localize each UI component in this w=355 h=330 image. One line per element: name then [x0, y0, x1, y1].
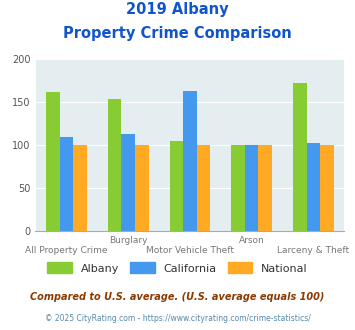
Text: Compared to U.S. average. (U.S. average equals 100): Compared to U.S. average. (U.S. average … [30, 292, 325, 302]
Bar [197, 145, 210, 231]
Bar [73, 145, 87, 231]
Bar [307, 143, 320, 231]
Bar [46, 92, 60, 231]
Text: 2019 Albany: 2019 Albany [126, 2, 229, 16]
Bar [170, 141, 183, 231]
Text: Burglary: Burglary [109, 236, 147, 245]
Text: © 2025 CityRating.com - https://www.cityrating.com/crime-statistics/: © 2025 CityRating.com - https://www.city… [45, 314, 310, 323]
Bar [121, 134, 135, 231]
Bar [293, 83, 307, 231]
Text: Larceny & Theft: Larceny & Theft [277, 246, 350, 255]
Bar [60, 137, 73, 231]
Text: Arson: Arson [239, 236, 264, 245]
Bar [231, 145, 245, 231]
Bar [108, 99, 121, 231]
Bar [183, 91, 197, 231]
Bar [135, 145, 148, 231]
Text: All Property Crime: All Property Crime [25, 246, 108, 255]
Text: Motor Vehicle Theft: Motor Vehicle Theft [146, 246, 234, 255]
Legend: Albany, California, National: Albany, California, National [43, 258, 312, 278]
Text: Property Crime Comparison: Property Crime Comparison [63, 26, 292, 41]
Bar [245, 145, 258, 231]
Bar [320, 145, 334, 231]
Bar [258, 145, 272, 231]
